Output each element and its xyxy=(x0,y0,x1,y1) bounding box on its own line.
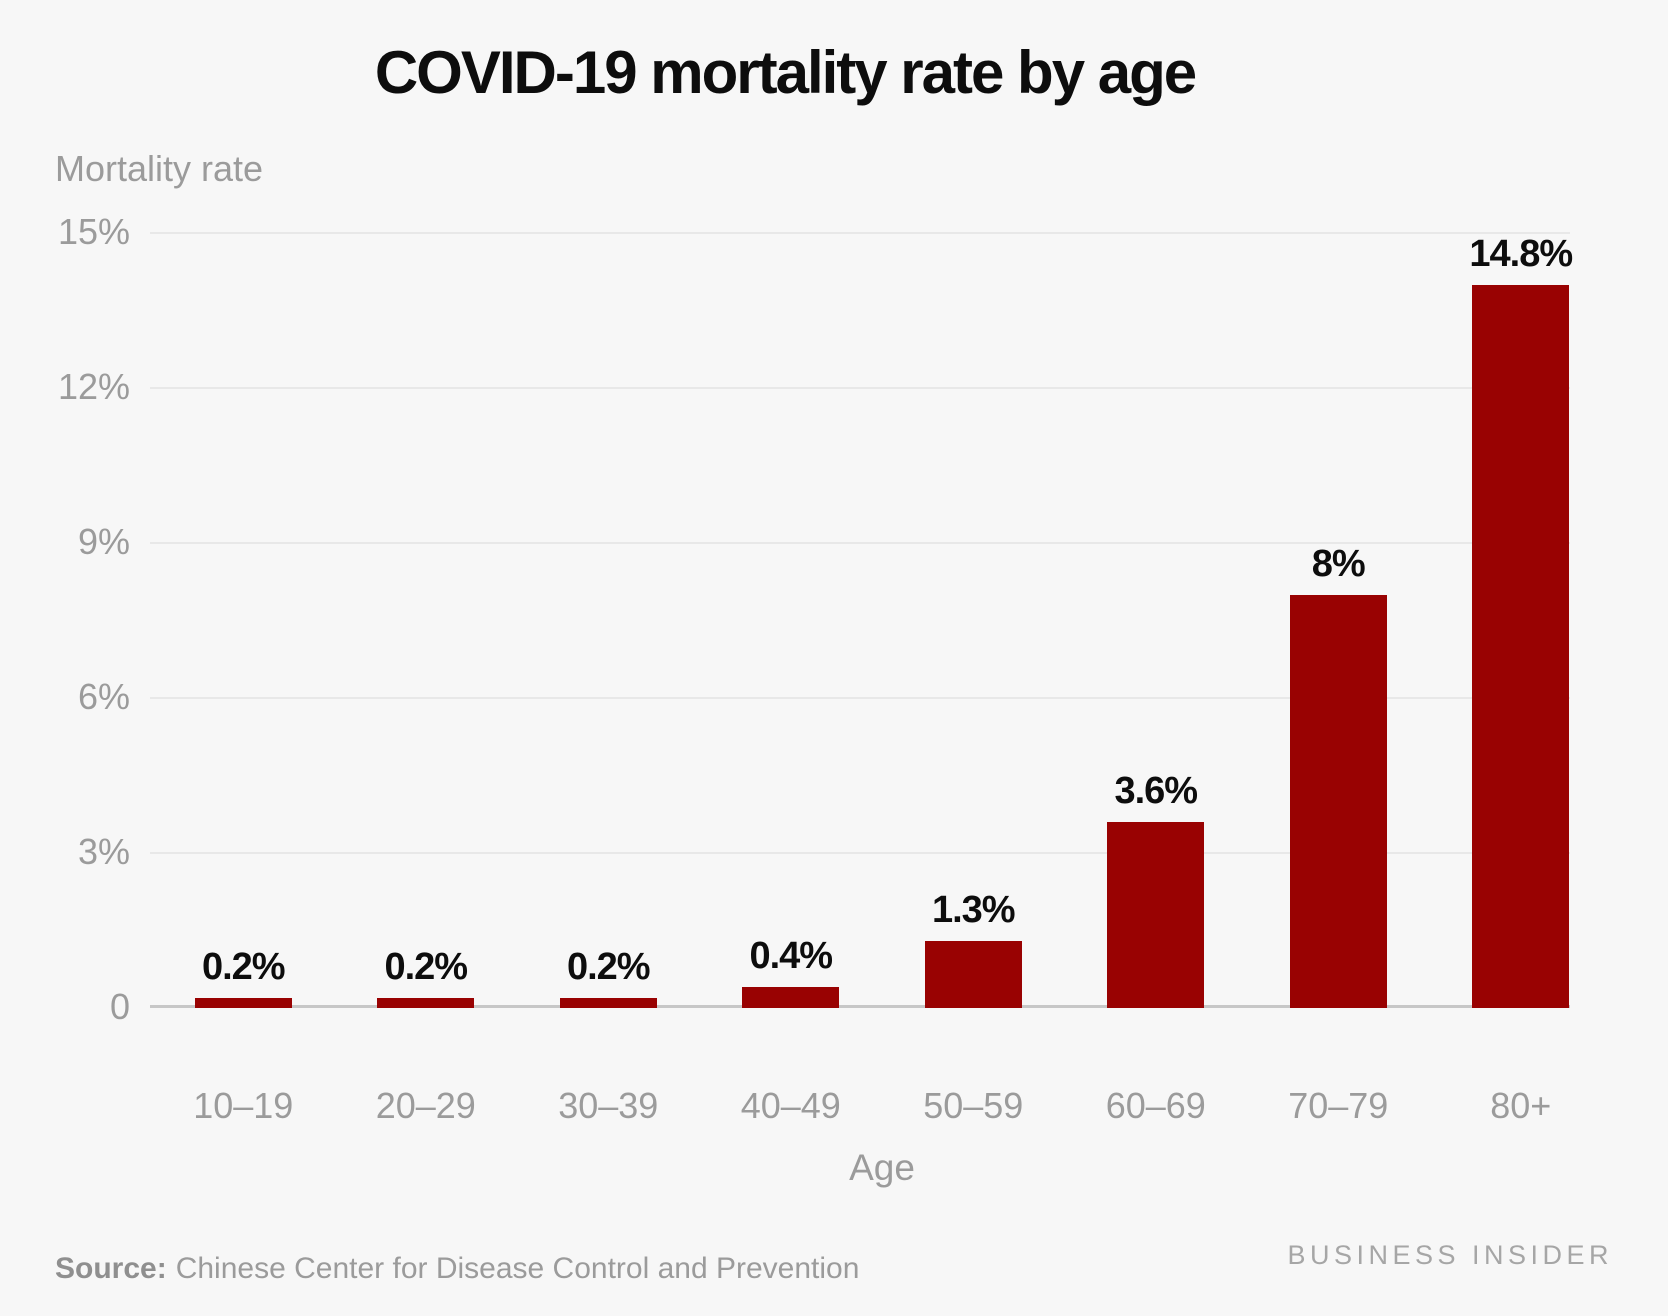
source-label: Source: xyxy=(55,1252,167,1285)
bar-slot: 0.2% xyxy=(152,233,335,1008)
gridline xyxy=(150,852,1570,854)
bar-slot: 3.6% xyxy=(1065,233,1248,1008)
bar-40–49 xyxy=(742,987,840,1008)
gridline xyxy=(150,387,1570,389)
bar-30–39 xyxy=(559,997,657,1008)
x-axis-title: Age xyxy=(849,1147,915,1188)
bar-10–19 xyxy=(194,997,292,1008)
x-tick-label: 70–79 xyxy=(1288,1085,1389,1126)
x-axis-line xyxy=(150,1005,1570,1008)
bars-container: 0.2% 0.2% 0.2% 0.4% 1.3% 3.6% 8% 14.8% xyxy=(152,233,1612,1008)
gridline xyxy=(150,542,1570,544)
bar-slot: 14.8% xyxy=(1430,233,1613,1008)
chart-title: COVID-19 mortality rate by age xyxy=(374,39,1197,106)
x-tick-label: 60–69 xyxy=(1105,1085,1206,1126)
bar-value-label: 1.3% xyxy=(931,888,1016,931)
brand-logo: BUSINESS INSIDER xyxy=(1287,1240,1613,1270)
bar-70–79 xyxy=(1289,594,1387,1008)
bar-50–59 xyxy=(924,940,1022,1008)
bar-value-label: 0.2% xyxy=(566,945,651,988)
source-line: Source: Chinese Center for Disease Contro… xyxy=(55,1252,859,1286)
y-tick-label: 6% xyxy=(77,676,130,718)
plot-area xyxy=(150,232,1570,1008)
bar-value-label: 8% xyxy=(1311,542,1366,585)
x-tick-label: 10–19 xyxy=(193,1085,294,1126)
bar-80+ xyxy=(1472,285,1570,1008)
bar-value-label: 14.8% xyxy=(1469,233,1573,275)
x-tick-label: 80+ xyxy=(1490,1085,1552,1126)
y-tick-label: 9% xyxy=(77,521,130,563)
bar-slot: 0.2% xyxy=(335,233,518,1008)
gridline xyxy=(150,697,1570,699)
bar-slot: 8% xyxy=(1247,233,1430,1008)
bar-value-label: 3.6% xyxy=(1114,770,1198,812)
x-tick-label: 30–39 xyxy=(558,1085,659,1126)
bar-value-label: 0.4% xyxy=(749,935,833,978)
bar-slot: 0.4% xyxy=(700,233,883,1008)
bar-value-label: 0.2% xyxy=(201,945,286,988)
bar-slot: 0.2% xyxy=(517,233,700,1008)
x-tick-label: 50–59 xyxy=(923,1085,1024,1126)
x-axis-labels: 10–19 20–29 30–39 40–49 50–59 60–69 70–79 80+ xyxy=(152,1085,1612,1127)
x-tick-label: 40–49 xyxy=(740,1085,841,1126)
y-tick-label: 3% xyxy=(77,831,130,873)
source-text: Chinese Center for Disease Control and P… xyxy=(175,1252,860,1285)
y-tick-label: 0 xyxy=(109,986,130,1028)
bar-60–69 xyxy=(1107,822,1205,1008)
bar-20–29 xyxy=(377,997,475,1008)
bar-value-label: 0.2% xyxy=(384,945,468,988)
y-axis-title: Mortality rate xyxy=(55,148,264,189)
bar-slot: 1.3% xyxy=(882,233,1065,1008)
gridline xyxy=(150,232,1570,234)
y-tick-label: 12% xyxy=(57,366,130,408)
x-tick-label: 20–29 xyxy=(375,1085,476,1126)
y-tick-label: 15% xyxy=(57,211,130,253)
